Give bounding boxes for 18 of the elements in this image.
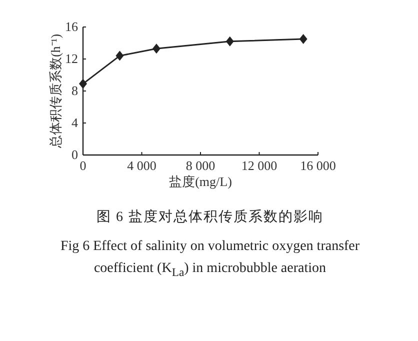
y-tick-label: 12 [65, 51, 78, 66]
x-tick-label: 4 000 [127, 158, 156, 173]
caption: 图 6 盐度对总体积传质系数的影响 [96, 208, 324, 227]
y-tick-label: 8 [72, 83, 78, 98]
y-tick-label: 4 [72, 115, 78, 130]
x-axis-title: 盐度(mg/L) [169, 174, 232, 189]
y-tick-label: 0 [72, 147, 78, 162]
x-tick-label: 16 000 [300, 158, 336, 173]
point [299, 34, 308, 44]
y-tick-label: 16 [65, 19, 78, 34]
y-axis-title: 总体积传质系数(h⁻¹) [48, 34, 63, 150]
point [79, 78, 87, 89]
point [152, 44, 160, 54]
x-tick-label: 8 000 [186, 158, 216, 173]
caption: Fig 6 Effect of salinity on volumetric oxygen transfer coefficient (K$_{La}$) in microbubble aeration [60, 238, 360, 281]
point [226, 36, 234, 46]
point [116, 50, 124, 61]
x-tick-label: 12 000 [241, 158, 278, 173]
